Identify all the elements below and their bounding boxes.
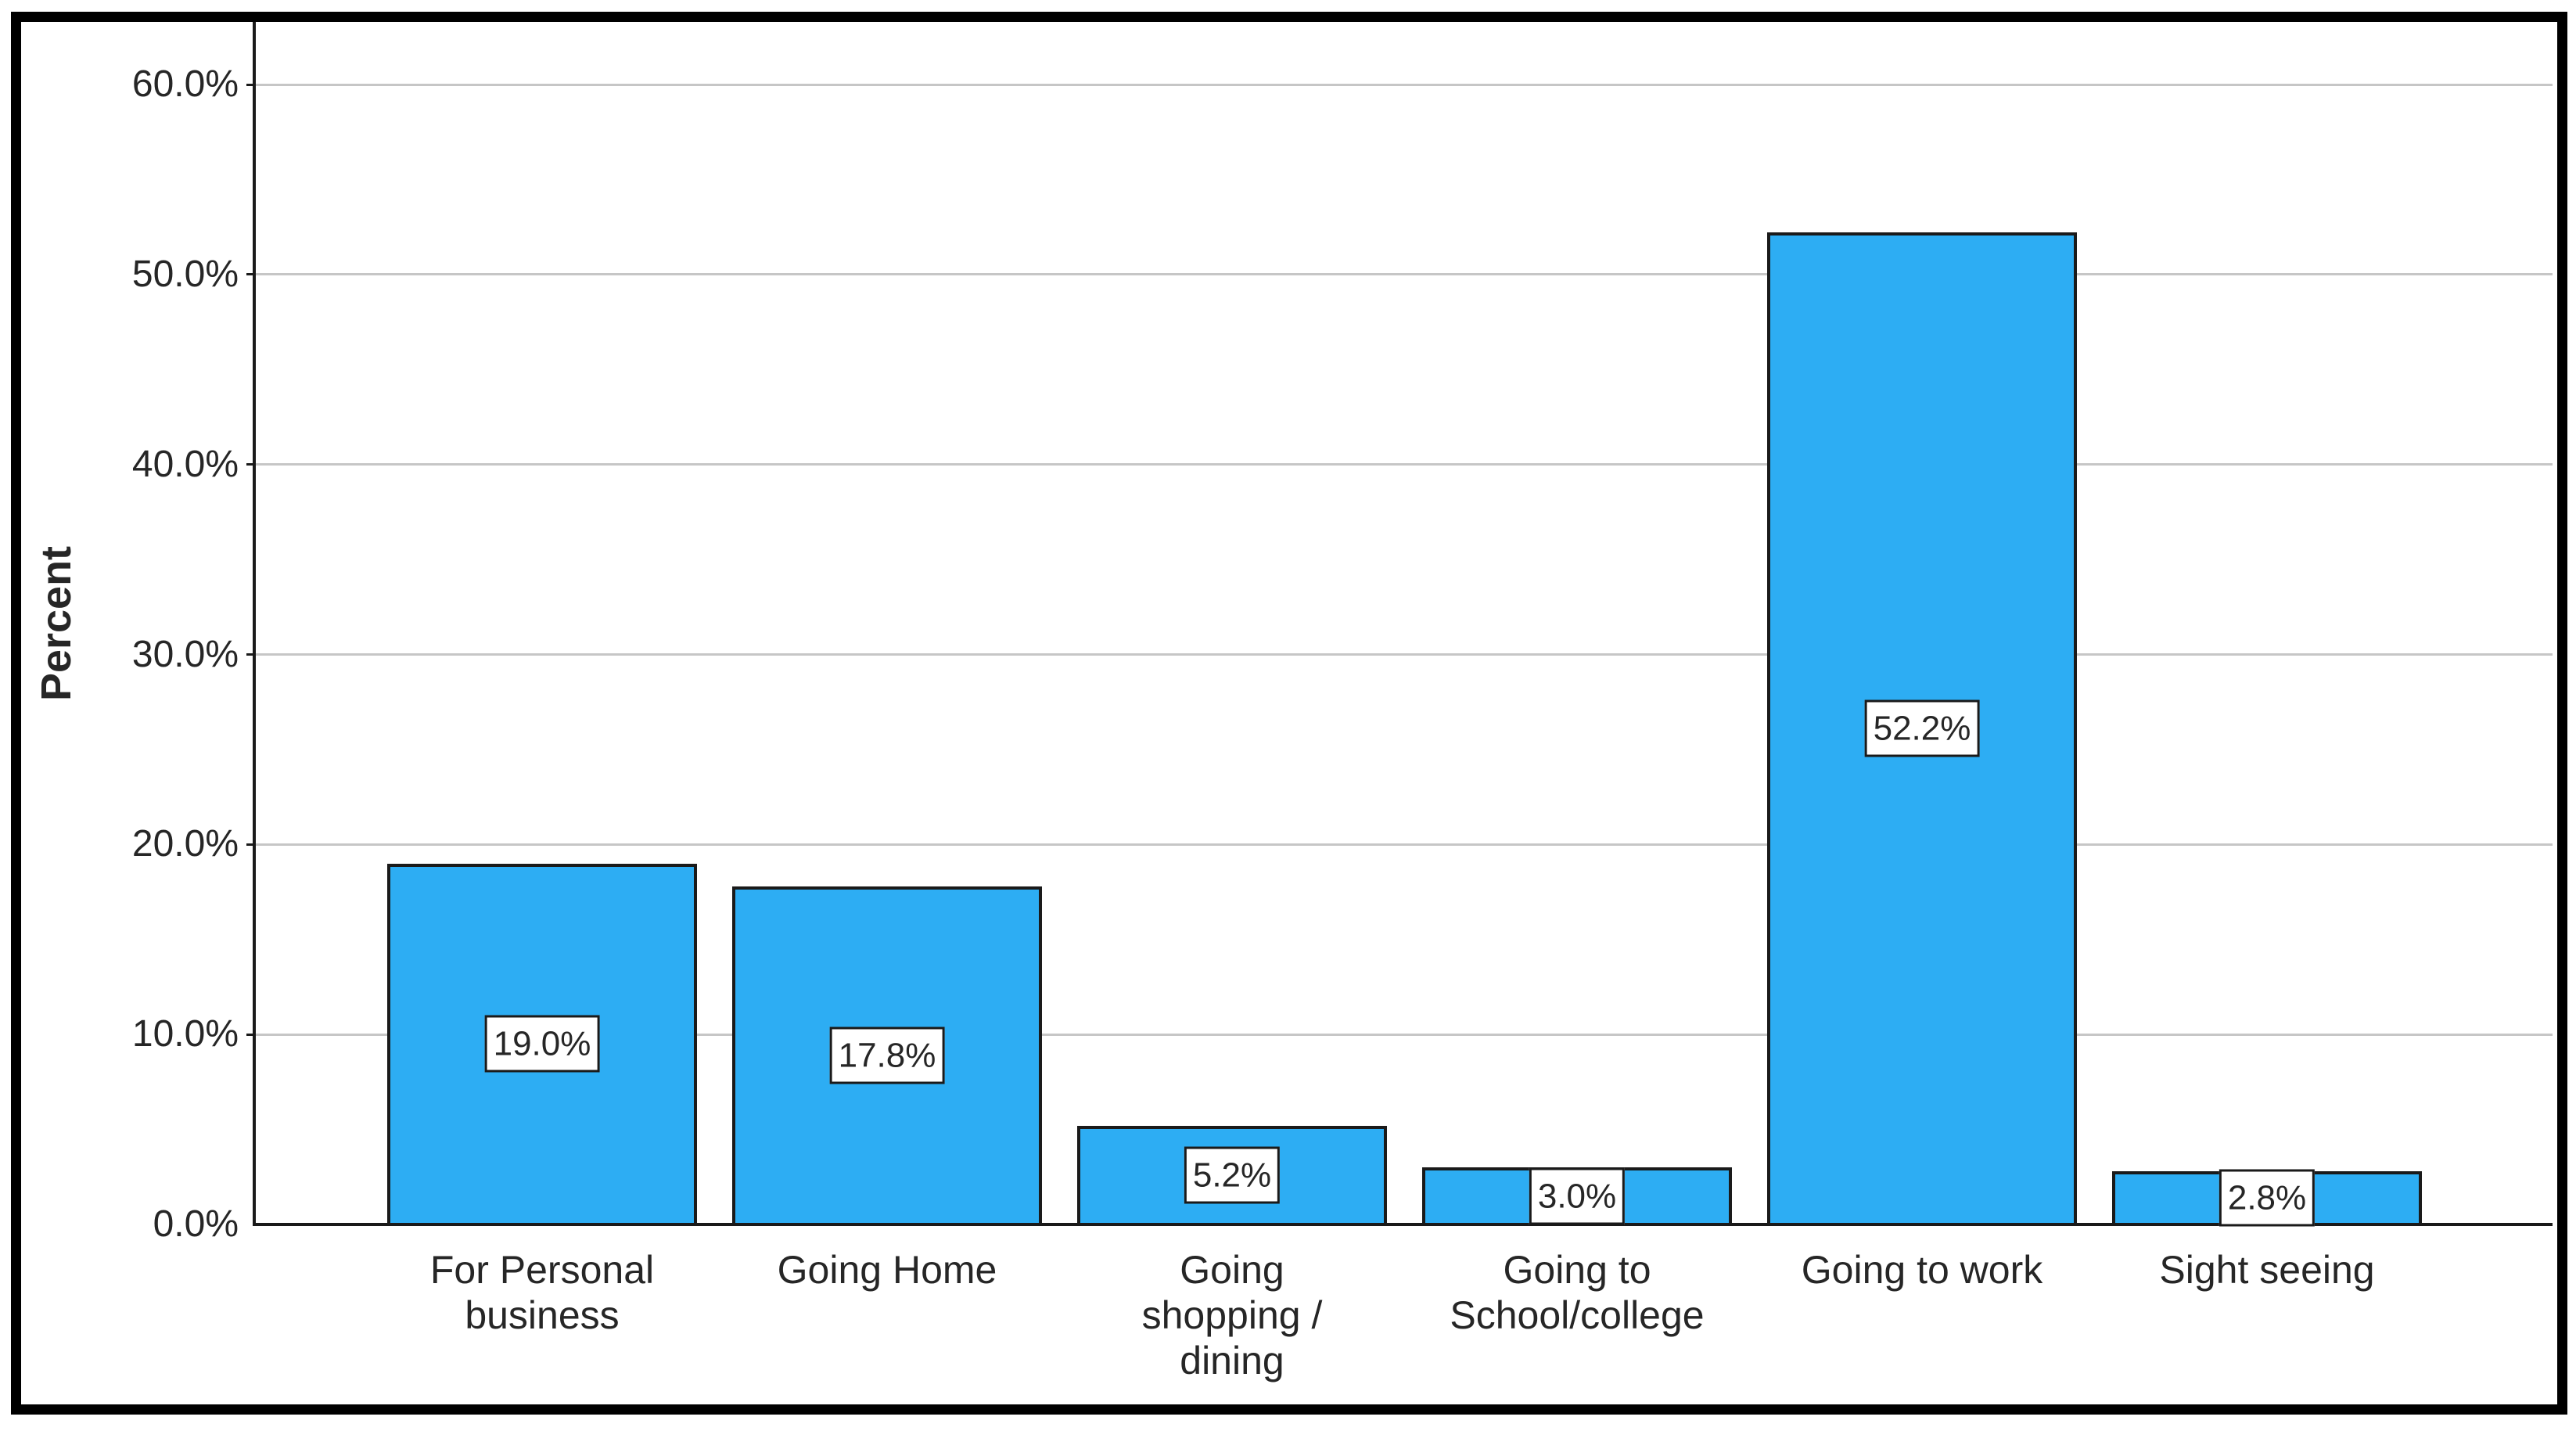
bar-value-label: 19.0% xyxy=(484,1015,600,1073)
bar-value-label: 17.8% xyxy=(829,1027,945,1084)
y-axis-title: Percent xyxy=(33,545,80,702)
gridline xyxy=(256,463,2553,466)
y-tick-label: 60.0% xyxy=(131,63,239,106)
x-category-label: Going shopping / dining xyxy=(1141,1248,1323,1382)
y-tick-label: 40.0% xyxy=(131,443,239,485)
y-tick-label: 10.0% xyxy=(131,1013,239,1055)
bar-value-label: 52.2% xyxy=(1864,699,1980,757)
y-tick-mark xyxy=(246,653,254,656)
y-tick-label: 50.0% xyxy=(131,253,239,295)
x-category-label: Going to School/college xyxy=(1450,1248,1705,1337)
y-axis-line xyxy=(253,22,256,1226)
x-axis-line xyxy=(253,1223,2553,1226)
y-tick-mark xyxy=(246,273,254,276)
bar-value-label: 2.8% xyxy=(2219,1169,2316,1227)
gridline xyxy=(256,1033,2553,1036)
y-tick-mark xyxy=(246,83,254,86)
chart-frame xyxy=(11,12,2567,1415)
x-category-label: For Personal business xyxy=(429,1248,655,1337)
x-category-label: Sight seeing xyxy=(2159,1248,2375,1292)
bar-value-label: 5.2% xyxy=(1184,1146,1281,1204)
gridline xyxy=(256,653,2553,656)
gridline xyxy=(256,83,2553,86)
y-tick-label: 20.0% xyxy=(131,823,239,865)
x-category-label: Going Home xyxy=(777,1248,997,1292)
y-tick-label: 0.0% xyxy=(153,1203,239,1245)
y-tick-mark xyxy=(246,843,254,846)
gridline xyxy=(256,273,2553,276)
gridline xyxy=(256,843,2553,846)
x-category-label: Going to work xyxy=(1801,1248,2043,1292)
y-tick-mark xyxy=(246,1033,254,1036)
y-tick-label: 30.0% xyxy=(131,633,239,675)
bar-value-label: 3.0% xyxy=(1529,1167,1626,1225)
y-tick-mark xyxy=(246,463,254,466)
